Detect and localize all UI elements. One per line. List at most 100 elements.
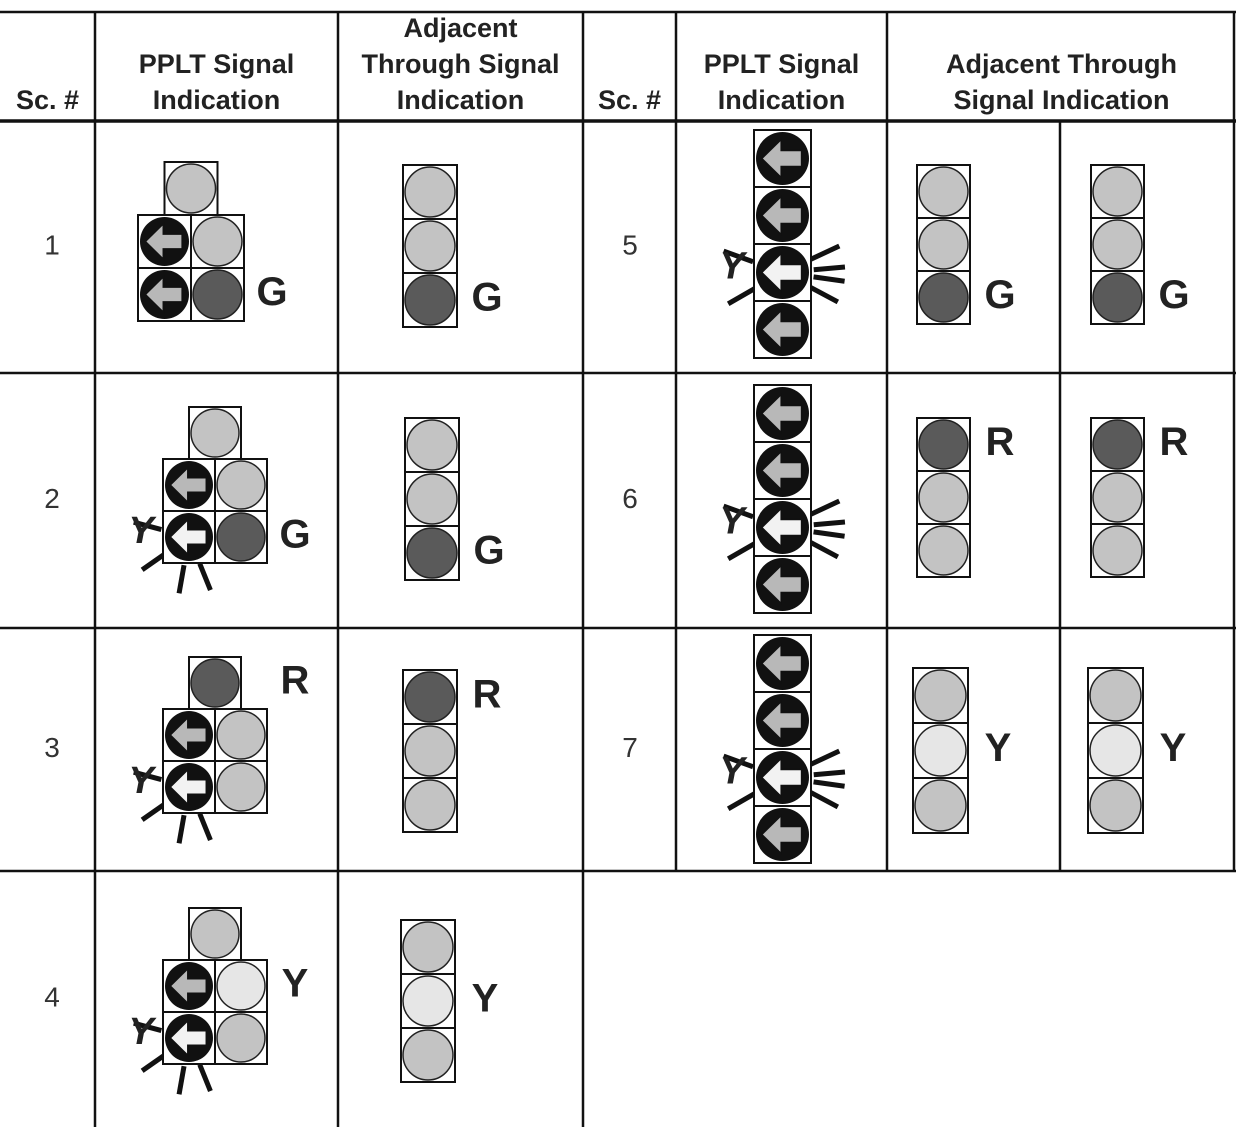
header-cell: Sc. # bbox=[597, 85, 662, 115]
flash-ray bbox=[722, 248, 754, 265]
lamp bbox=[406, 527, 458, 579]
lamp bbox=[918, 219, 969, 270]
arrow bbox=[144, 275, 183, 314]
scenario-number: 3 bbox=[44, 732, 60, 763]
flash-ray bbox=[722, 753, 754, 770]
header-cell: Sc. # bbox=[15, 85, 80, 115]
arrow bbox=[169, 767, 208, 807]
lamp bbox=[406, 419, 458, 471]
arrow bbox=[760, 449, 803, 492]
flash-label: Y bbox=[719, 501, 748, 543]
flash-ray bbox=[176, 1065, 187, 1095]
arrow bbox=[169, 966, 208, 1006]
lamp bbox=[402, 1029, 454, 1081]
flash-ray bbox=[809, 790, 840, 810]
lamp bbox=[918, 472, 969, 523]
scenario-number: 6 bbox=[622, 483, 638, 514]
arrow bbox=[169, 465, 208, 505]
flash-ray bbox=[133, 1020, 163, 1034]
lamp bbox=[404, 220, 456, 272]
lamp bbox=[402, 921, 454, 973]
lamp bbox=[406, 473, 458, 525]
lamp bbox=[216, 961, 266, 1011]
lamp bbox=[216, 512, 266, 562]
lamp bbox=[192, 269, 243, 320]
lamp bbox=[216, 1013, 266, 1063]
lamp bbox=[190, 909, 240, 959]
scenario-number: 7 bbox=[622, 732, 638, 763]
flash-ray bbox=[197, 812, 213, 841]
lamp bbox=[216, 762, 266, 812]
arrow bbox=[760, 308, 803, 351]
flash-ray bbox=[809, 243, 841, 262]
flash-ray bbox=[140, 1052, 168, 1073]
flash-ray bbox=[176, 564, 187, 594]
flash-ray bbox=[813, 529, 845, 539]
flash-ray bbox=[809, 285, 840, 305]
lamp bbox=[404, 779, 456, 831]
lamp bbox=[918, 525, 969, 576]
flash-ray bbox=[813, 769, 846, 778]
lamp bbox=[1089, 669, 1142, 722]
through-label: R bbox=[986, 420, 1015, 464]
lamp bbox=[1089, 724, 1142, 777]
through-label: R bbox=[473, 673, 502, 717]
flash-ray bbox=[176, 814, 187, 844]
arrow bbox=[760, 194, 803, 237]
flash-ray bbox=[197, 1063, 213, 1092]
flash-label: Y bbox=[719, 751, 748, 793]
lamp bbox=[402, 975, 454, 1027]
arrow bbox=[144, 222, 183, 261]
through-label: G bbox=[471, 276, 502, 320]
lamp bbox=[1089, 779, 1142, 832]
scenario-number: 4 bbox=[44, 981, 60, 1012]
scenario-number: 5 bbox=[622, 229, 638, 260]
arrow bbox=[760, 642, 803, 685]
scenario-number: 2 bbox=[44, 483, 60, 514]
arrow bbox=[760, 756, 803, 799]
through-label: R bbox=[1160, 420, 1189, 464]
lamp bbox=[914, 724, 967, 777]
lamp bbox=[1092, 166, 1143, 217]
header-cell: PPLT Signal Indication bbox=[138, 49, 295, 115]
flash-ray bbox=[813, 519, 846, 528]
flash-ray bbox=[809, 540, 840, 560]
pplt-label: Y bbox=[282, 962, 309, 1006]
lamp bbox=[190, 408, 240, 458]
arrow bbox=[760, 813, 803, 856]
lamp bbox=[404, 166, 456, 218]
lamp bbox=[918, 419, 969, 470]
through-label: G bbox=[473, 529, 504, 573]
arrow bbox=[169, 517, 208, 557]
lamp bbox=[192, 216, 243, 267]
lamp bbox=[1092, 472, 1143, 523]
lamp bbox=[918, 166, 969, 217]
lamp bbox=[190, 658, 240, 708]
lamp bbox=[404, 671, 456, 723]
through-label: Y bbox=[1160, 726, 1187, 770]
flash-ray bbox=[813, 779, 845, 789]
flash-ray bbox=[133, 519, 163, 533]
flash-label: Y bbox=[128, 510, 157, 552]
flash-label: Y bbox=[128, 1011, 157, 1053]
pplt-label: G bbox=[256, 270, 287, 314]
lamp bbox=[914, 779, 967, 832]
flash-ray bbox=[809, 748, 841, 767]
lamp bbox=[914, 669, 967, 722]
arrow bbox=[760, 699, 803, 742]
flash-ray bbox=[140, 801, 168, 822]
arrow bbox=[760, 392, 803, 435]
lamp bbox=[1092, 525, 1143, 576]
lamp bbox=[918, 272, 969, 323]
header-cell: PPLT Signal Indication bbox=[703, 49, 860, 115]
lamp bbox=[216, 460, 266, 510]
flash-ray bbox=[726, 791, 757, 812]
lamp bbox=[404, 725, 456, 777]
lamp bbox=[1092, 272, 1143, 323]
flash-ray bbox=[197, 562, 213, 591]
flash-label: Y bbox=[719, 246, 748, 288]
scenario-number: 1 bbox=[44, 229, 60, 260]
through-label: Y bbox=[985, 726, 1012, 770]
